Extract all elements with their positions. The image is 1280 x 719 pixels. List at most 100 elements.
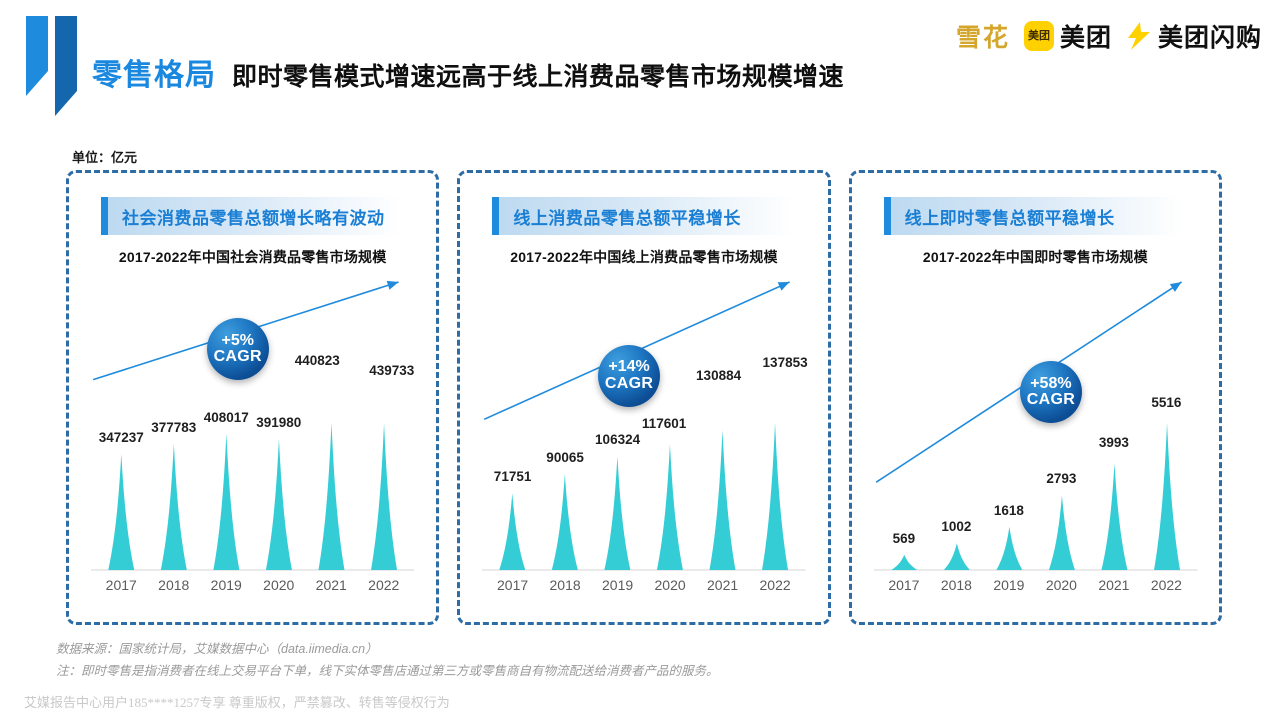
brand-meituan-shangou-text: 美团闪购 — [1157, 24, 1262, 52]
page-title-kicker: 零售格局 — [92, 59, 216, 92]
bar-chart-svg — [91, 280, 415, 571]
trend-arrow-head — [777, 281, 790, 291]
bar-value-label: 347237 — [98, 429, 144, 445]
panel-banner: 线上消费品零售总额平稳增长 — [492, 197, 792, 235]
bar-spike — [1153, 422, 1180, 570]
footer-source: 数据来源：国家统计局，艾媒数据中心（data.iimedia.cn） — [56, 642, 378, 657]
x-axis-label: 2022 — [368, 577, 400, 593]
x-axis-label: 2022 — [1150, 577, 1182, 593]
bar-spike — [943, 543, 970, 570]
bar-spike — [265, 438, 292, 570]
page-title-subtitle: 即时零售模式增速远高于线上消费品零售市场规模增速 — [232, 63, 845, 91]
bar-spike — [762, 422, 789, 570]
bar-chart-svg — [482, 281, 806, 571]
panel-subtitle: 2017-2022年中国社会消费品零售市场规模 — [118, 249, 387, 265]
bar-spike — [108, 453, 135, 570]
bar-value-label: 408017 — [203, 409, 249, 425]
cagr-badge: +14% CAGR — [598, 344, 661, 407]
x-axis-label: 2020 — [1045, 577, 1077, 593]
cagr-label: CAGR — [1026, 391, 1076, 409]
x-axis-label: 2021 — [707, 577, 739, 593]
bar-spike — [1048, 495, 1075, 570]
x-axis-label: 2021 — [315, 577, 347, 593]
bar-spike — [709, 430, 736, 570]
bar-spike — [318, 422, 345, 570]
cagr-label: CAGR — [213, 348, 262, 366]
bar-value-label: 137853 — [762, 354, 808, 370]
bar-value-label: 439733 — [369, 363, 415, 378]
bar-spike — [213, 433, 240, 570]
bar-value-label: 5516 — [1151, 394, 1182, 410]
x-axis-label: 2017 — [105, 577, 137, 593]
watermark-text: 艾媒报告中心用户185****1257专享 尊重版权，严禁篡改、转售等侵权行为 — [24, 695, 450, 710]
bar-spike — [604, 456, 631, 570]
x-axis-label: 2017 — [888, 577, 920, 593]
cagr-label: CAGR — [604, 374, 654, 392]
bar-value-label: 1618 — [993, 502, 1024, 518]
meituan-badge-icon: 美团 — [1023, 21, 1054, 51]
cagr-percent: +5% — [221, 331, 254, 349]
brand-logos: 雪花 美团 美团 美团闪购 — [956, 18, 1262, 54]
x-axis-label: 2018 — [940, 577, 972, 593]
banner-accent-bar — [492, 197, 500, 235]
double-bar-logo-icon — [26, 16, 77, 116]
panel-banner: 线上即时零售总额平稳增长 — [883, 197, 1183, 235]
x-axis-label: 2019 — [210, 577, 242, 593]
bar-spike — [160, 443, 187, 570]
brand-xuehua-logo: 雪花 — [955, 25, 1010, 52]
x-axis-label: 2018 — [549, 577, 581, 593]
bar-chart-svg — [873, 281, 1197, 571]
bar-value-label: 117601 — [641, 416, 687, 432]
lightning-bolt-icon — [1127, 22, 1150, 50]
bar-value-label: 377783 — [151, 419, 197, 435]
x-axis-label: 2019 — [993, 577, 1025, 593]
panels-container: 社会消费品零售总额增长略有波动 2017-2022年中国社会消费品零售市场规模 … — [66, 170, 1222, 625]
panel-subtitle: 2017-2022年中国即时零售市场规模 — [922, 249, 1148, 265]
footer-notes: 数据来源：国家统计局，艾媒数据中心（data.iimedia.cn） 注：即时零… — [56, 639, 719, 683]
x-axis-label: 2019 — [602, 577, 634, 593]
bar-value-label: 3993 — [1098, 435, 1129, 451]
bar-value-label: 106324 — [595, 432, 641, 448]
brand-meituan-logo: 美团 美团 — [1023, 18, 1112, 54]
cagr-badge: +5% CAGR — [206, 318, 269, 381]
panel-online-retail: 线上消费品零售总额平稳增长 2017-2022年中国线上消费品零售市场规模 71… — [457, 170, 831, 625]
panel-banner: 社会消费品零售总额增长略有波动 — [101, 197, 401, 235]
brand-meituan-shangou-logo: 美团闪购 — [1126, 18, 1262, 54]
bar-value-label: 90065 — [546, 449, 584, 465]
bar-spike — [552, 473, 579, 570]
bar-spike — [657, 444, 684, 570]
unit-label: 单位：亿元 — [72, 150, 138, 165]
bar-value-label: 391980 — [256, 414, 302, 430]
bar-spike — [499, 493, 526, 570]
bar-spike — [996, 526, 1023, 570]
bar-value-label: 130884 — [696, 368, 742, 384]
cagr-percent: +14% — [608, 358, 650, 376]
bar-value-label: 440823 — [294, 352, 340, 368]
brand-meituan-text: 美团 — [1059, 24, 1112, 52]
panel-banner-label: 线上消费品零售总额平稳增长 — [513, 208, 741, 228]
x-axis-label: 2021 — [1098, 577, 1130, 593]
trend-arrow-head — [386, 280, 399, 290]
panel-social-retail: 社会消费品零售总额增长略有波动 2017-2022年中国社会消费品零售市场规模 … — [66, 170, 440, 625]
chart-area: 71751 2017 90065 2018 106324 2019 117601 2020 13… — [474, 277, 813, 608]
chart-area: 347237 2017 377783 2018 408017 2019 391980 2020… — [83, 277, 422, 608]
x-axis-label: 2020 — [654, 577, 686, 593]
panel-subtitle: 2017-2022年中国线上消费品零售市场规模 — [510, 249, 778, 265]
cagr-percent: +58% — [1030, 374, 1072, 392]
page-title: 零售格局 即时零售模式增速远高于线上消费品零售市场规模增速 — [92, 50, 844, 94]
x-axis-label: 2022 — [759, 577, 791, 593]
bar-value-label: 1002 — [941, 519, 972, 535]
chart-area: 569 2017 1002 2018 1618 2019 2793 2020 3993 2021 5… — [866, 277, 1205, 608]
x-axis-label: 2018 — [158, 577, 190, 593]
footer-note: 注：即时零售是指消费者在线上交易平台下单，线下实体零售店通过第三方或零售商自有物… — [56, 664, 719, 679]
panel-banner-label: 社会消费品零售总额增长略有波动 — [122, 208, 385, 228]
banner-accent-bar — [883, 197, 891, 235]
bar-spike — [890, 554, 917, 570]
panel-instant-retail: 线上即时零售总额平稳增长 2017-2022年中国即时零售市场规模 569 201… — [848, 170, 1222, 625]
trend-arrow-head — [1169, 281, 1182, 292]
x-axis-label: 2020 — [263, 577, 295, 593]
bar-spike — [371, 423, 398, 570]
x-axis-label: 2017 — [497, 577, 529, 593]
bar-value-label: 2793 — [1046, 471, 1077, 487]
